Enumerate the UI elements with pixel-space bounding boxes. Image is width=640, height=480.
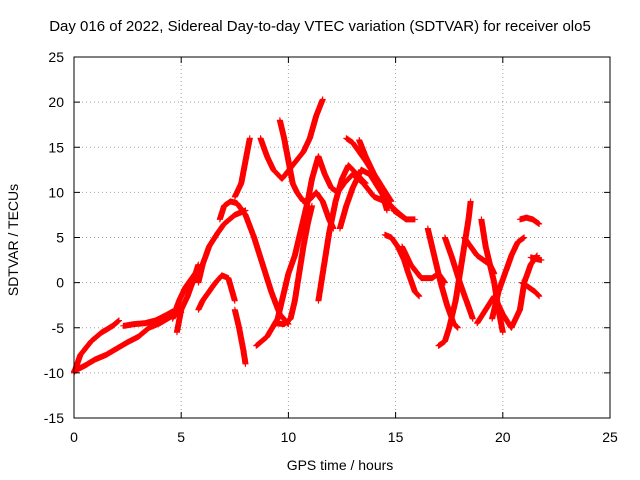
grid-lines	[74, 57, 610, 418]
y-tick-label: -5	[52, 320, 65, 336]
axis-ticks: 0 5 10 15 20 25 -15 -10 -5 0 5 10 15 20 25	[44, 49, 618, 445]
plus-markers	[390, 207, 418, 223]
plus-markers	[517, 214, 543, 227]
plus-markers	[519, 279, 543, 300]
data-series-arc-28	[489, 234, 528, 322]
y-axis-label: SDTVAR / TECUs	[5, 184, 21, 296]
data-series-arc-19	[390, 207, 418, 223]
plus-markers	[231, 135, 253, 200]
y-tick-label: 10	[48, 184, 64, 200]
data-series-arc-31	[527, 254, 545, 264]
data-markers	[71, 96, 545, 376]
plus-markers	[195, 207, 249, 286]
data-series-arc-13	[276, 117, 337, 232]
x-tick-label: 15	[388, 429, 404, 445]
data-series-arc-20	[381, 231, 423, 300]
plus-markers	[527, 254, 545, 264]
plus-markers	[381, 231, 423, 300]
plus-markers	[173, 261, 202, 336]
chart-title: Day 016 of 2022, Sidereal Day-to-day VTE…	[49, 18, 591, 35]
plus-markers	[489, 234, 528, 322]
y-tick-label: 20	[48, 94, 64, 110]
x-tick-label: 10	[281, 429, 297, 445]
data-series-arc-08	[231, 135, 253, 200]
plus-markers	[231, 306, 249, 367]
plus-markers	[315, 162, 369, 304]
data-series-arc-06	[195, 272, 238, 313]
data-series-arc-11	[253, 153, 410, 349]
plus-markers	[253, 153, 410, 349]
y-tick-label: 5	[56, 230, 64, 246]
x-axis-label: GPS time / hours	[287, 457, 394, 473]
data-series-arc-15	[315, 162, 369, 304]
y-tick-label: 15	[48, 139, 64, 155]
data-series-arc-14	[272, 202, 315, 328]
x-tick-label: 5	[177, 429, 185, 445]
x-tick-label: 20	[495, 429, 511, 445]
plus-markers	[276, 117, 337, 232]
y-tick-label: 25	[48, 49, 64, 65]
x-tick-label: 25	[602, 429, 618, 445]
y-tick-label: 0	[56, 275, 64, 291]
data-series-arc-10	[231, 306, 249, 367]
y-tick-label: -15	[44, 410, 64, 426]
plus-markers	[120, 308, 176, 329]
data-series-arc-05	[173, 261, 202, 336]
y-tick-label: -10	[44, 365, 64, 381]
data-series-arc-03	[120, 308, 176, 329]
data-series-arc-18	[356, 137, 390, 214]
data-series-arc-07	[195, 207, 249, 286]
plus-markers	[441, 234, 476, 322]
plus-markers	[195, 272, 238, 313]
data-series-arc-29	[517, 214, 543, 227]
data-series-arc-24	[441, 234, 476, 322]
x-tick-label: 0	[70, 429, 78, 445]
plus-markers	[272, 202, 315, 328]
plus-markers	[356, 137, 390, 214]
data-series-arc-30	[519, 279, 543, 300]
